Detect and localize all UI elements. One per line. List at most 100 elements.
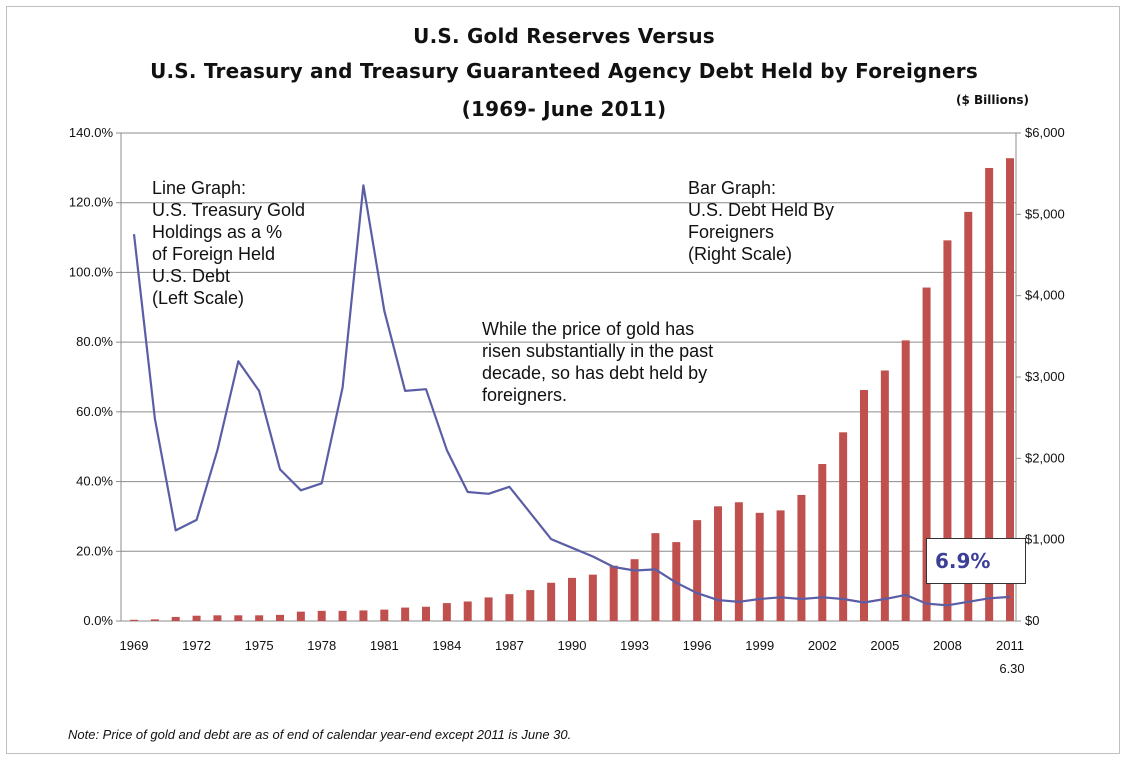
x-axis-tick-label: 2008 — [933, 638, 962, 653]
bar — [797, 494, 806, 621]
bar — [839, 432, 848, 621]
latest-value-callout: 6.9% — [926, 538, 1026, 584]
line-graph-annotation-line-4: of Foreign Held — [152, 244, 276, 264]
gold-percentage-line — [132, 184, 1011, 607]
middle-annotation-line-3: decade, so has debt held by — [482, 363, 708, 383]
left-axis-tick-label: 60.0% — [76, 404, 113, 419]
bar — [568, 577, 576, 621]
line-graph-annotation-line-3: Holdings as a % — [152, 222, 283, 242]
left-axis-tick-label: 100.0% — [69, 264, 114, 279]
bar — [463, 601, 472, 621]
bar — [922, 287, 931, 621]
right-axis-tick-label: $6,000 — [1025, 125, 1065, 140]
x-axis-tick-label: 2011 — [996, 638, 1024, 653]
right-axis-tick-label: $0 — [1025, 613, 1039, 628]
bar — [943, 240, 952, 622]
footnote: Note: Price of gold and debt are as of e… — [68, 727, 572, 742]
bar — [985, 167, 994, 621]
bar — [359, 610, 368, 621]
line-graph-annotation-line-6: (Left Scale) — [152, 288, 245, 308]
left-axis-tick-label: 0.0% — [83, 613, 113, 628]
bar — [630, 559, 639, 621]
x-axis-tick-label: 2002 — [808, 638, 837, 653]
right-axis-tick-label: $3,000 — [1025, 369, 1065, 384]
bar — [734, 502, 743, 621]
line-graph-annotation: Line Graph: U.S. Treasury Gold Holdings as… — [152, 177, 305, 309]
left-axis-tick-label: 140.0% — [69, 125, 114, 140]
line-graph-annotation-line-2: U.S. Treasury Gold — [152, 200, 306, 220]
bar — [526, 590, 535, 621]
bar — [317, 610, 326, 621]
bar — [150, 619, 159, 621]
bar — [213, 615, 222, 621]
bar — [880, 370, 889, 621]
bar — [505, 594, 514, 621]
bar — [192, 615, 201, 621]
x-axis-tick-label: 2005 — [870, 638, 899, 653]
x-axis-tick-label: 1978 — [307, 638, 336, 653]
bar — [1006, 158, 1014, 622]
right-axis-tick-label: $1,000 — [1025, 532, 1065, 547]
middle-annotation-line-2: risen substantially in the past — [482, 341, 714, 361]
bar-graph-annotation-line-3: Foreigners — [688, 222, 775, 242]
bar — [860, 390, 868, 621]
bar-graph-annotation: Bar Graph: U.S. Debt Held By Foreigners (Ri… — [688, 177, 834, 265]
bar — [964, 211, 973, 622]
bar — [609, 565, 618, 621]
bar — [422, 606, 430, 621]
right-axis-tick-label: $2,000 — [1025, 450, 1065, 465]
x-axis-tick-label: 1969 — [120, 638, 149, 653]
bar — [255, 615, 264, 621]
bar — [171, 616, 180, 621]
x-axis-tick-label: 1981 — [370, 638, 399, 653]
bar — [130, 619, 138, 621]
x-axis-tick-label: 1999 — [745, 638, 774, 653]
bar-graph-annotation-line-4: (Right Scale) — [688, 244, 793, 264]
left-axis-tick-label: 80.0% — [76, 334, 113, 349]
chart-title-line-3: (1969- June 2011) — [461, 97, 667, 121]
x-axis-tick-label: 1990 — [558, 638, 587, 653]
right-axis-tick-label: $4,000 — [1025, 288, 1065, 303]
bar-graph-annotation-line-1: Bar Graph: — [688, 178, 777, 198]
right-axis-units-label: ($ Billions) — [956, 93, 1030, 107]
bar — [818, 464, 827, 621]
bar — [401, 607, 410, 621]
bar — [442, 603, 451, 621]
bar — [380, 609, 389, 621]
x-axis-tick-sublabel: 6.30 — [999, 661, 1024, 676]
x-axis-tick-label: 1972 — [182, 638, 211, 653]
line-graph-annotation-line-1: Line Graph: — [152, 178, 247, 198]
left-axis-tick-label: 40.0% — [76, 474, 113, 489]
middle-annotation: While the price of gold has risen substan… — [482, 318, 713, 406]
right-axis-tick-label: $5,000 — [1025, 206, 1065, 221]
x-axis-tick-label: 1975 — [245, 638, 274, 653]
bar — [234, 615, 243, 621]
left-axis-tick-label: 20.0% — [76, 543, 113, 558]
left-axis-tick-label: 120.0% — [69, 195, 114, 210]
bar — [547, 582, 556, 621]
bar — [714, 506, 722, 621]
x-axis-tick-label: 1996 — [683, 638, 712, 653]
bar — [901, 340, 910, 621]
middle-annotation-line-4: foreigners. — [482, 385, 568, 405]
x-axis-tick-label: 1987 — [495, 638, 524, 653]
bar — [296, 611, 305, 621]
bar-graph-annotation-line-2: U.S. Debt Held By — [688, 200, 835, 220]
bar — [651, 533, 660, 621]
middle-annotation-line-1: While the price of gold has — [482, 319, 695, 339]
chart-frame — [6, 6, 1120, 754]
x-axis-tick-label: 1984 — [432, 638, 461, 653]
chart-title-line-1: U.S. Gold Reserves Versus — [413, 24, 715, 48]
bar — [484, 597, 493, 621]
bar — [755, 512, 764, 621]
x-axis-tick-label: 1993 — [620, 638, 649, 653]
callout-text: 6.9% — [935, 549, 991, 573]
bar — [776, 510, 785, 621]
bar — [693, 520, 702, 621]
bar — [338, 610, 347, 621]
bar — [276, 614, 284, 621]
line-graph-annotation-line-5: U.S. Debt — [152, 266, 231, 286]
chart-title-line-2: U.S. Treasury and Treasury Guaranteed Ag… — [150, 59, 978, 83]
bar — [588, 574, 597, 621]
